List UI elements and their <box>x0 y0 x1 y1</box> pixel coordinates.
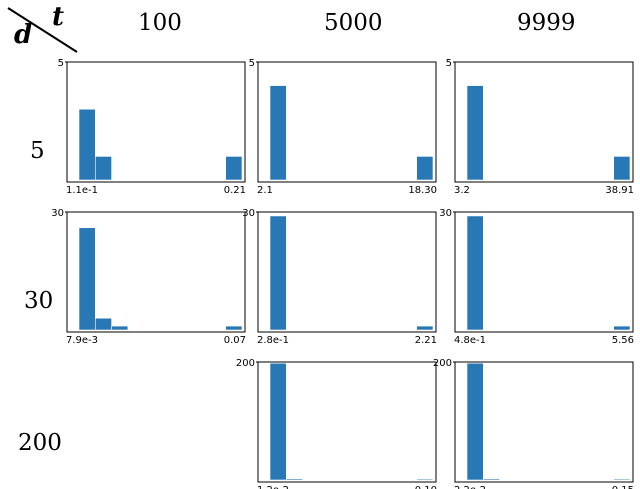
row-header-1: 30 <box>24 288 54 314</box>
y-max-tick-label: 5 <box>58 58 64 69</box>
histogram-bar <box>613 325 631 331</box>
x-max-tick-label: 0.21 <box>224 185 246 196</box>
plot-frame <box>257 211 437 333</box>
y-max-tick-label: 200 <box>236 358 255 369</box>
x-min-tick-label: 4.8e-1 <box>454 335 486 346</box>
x-min-tick-label: 3.2 <box>454 185 470 196</box>
histogram-panel-r1-c0: 30 7.9e-3 0.07 <box>51 208 246 346</box>
col-axis-symbol: t <box>52 2 65 32</box>
y-max-tick-label: 5 <box>249 58 255 69</box>
histogram-bar <box>269 85 287 181</box>
plot-frame <box>66 211 246 333</box>
x-max-tick-label: 0.10 <box>415 485 437 489</box>
histogram-bar <box>613 156 631 181</box>
histogram-bar <box>95 156 112 181</box>
histogram-bar <box>416 325 434 331</box>
histogram-bar <box>466 362 484 481</box>
x-min-tick-label: 1.2e-2 <box>257 485 289 489</box>
x-min-tick-label: 2.8e-1 <box>257 335 289 346</box>
histogram-bar <box>269 362 287 481</box>
row-axis-symbol: d <box>14 20 33 50</box>
col-header-1: 5000 <box>324 10 383 36</box>
y-max-tick-label: 30 <box>242 208 255 219</box>
x-max-tick-label: 0.07 <box>224 335 246 346</box>
corner-divider <box>7 7 78 53</box>
y-max-tick-label: 30 <box>439 208 452 219</box>
histogram-bar <box>482 478 500 481</box>
row-header-0: 5 <box>30 138 45 164</box>
histogram-panel-r0-c0: 5 1.1e-1 0.21 <box>58 58 246 196</box>
plot-frame <box>454 211 634 333</box>
row-header-2: 200 <box>18 430 62 456</box>
histogram-bar <box>111 325 129 331</box>
x-min-tick-label: 7.9e-3 <box>66 335 98 346</box>
histogram-panel-r0-c2: 5 3.2 38.91 <box>446 58 634 196</box>
histogram-panel-r2-c2: 200 2.2e-2 0.15 <box>433 358 634 489</box>
x-min-tick-label: 2.1 <box>257 185 273 196</box>
y-max-tick-label: 5 <box>446 58 452 69</box>
histogram-bar <box>78 227 96 331</box>
x-max-tick-label: 2.21 <box>415 335 437 346</box>
histogram-bar <box>95 317 112 331</box>
histogram-bar <box>225 156 243 181</box>
plot-frame <box>257 361 437 483</box>
x-max-tick-label: 0.15 <box>612 485 634 489</box>
histogram-bar <box>466 215 484 331</box>
x-min-tick-label: 1.1e-1 <box>66 185 98 196</box>
x-max-tick-label: 38.91 <box>605 185 634 196</box>
plot-frame <box>454 361 634 483</box>
histogram-bar <box>269 215 287 331</box>
histogram-bar <box>225 325 243 331</box>
col-header-0: 100 <box>138 10 182 36</box>
histogram-panel-r0-c1: 5 2.1 18.30 <box>249 58 437 196</box>
plot-frame <box>454 61 634 183</box>
histogram-bar <box>613 478 631 481</box>
x-max-tick-label: 5.56 <box>612 335 634 346</box>
x-min-tick-label: 2.2e-2 <box>454 485 486 489</box>
plot-frame <box>66 61 246 183</box>
histogram-bar <box>466 85 484 181</box>
histogram-bar <box>78 108 96 181</box>
histogram-panel-r2-c1: 200 1.2e-2 0.10 <box>236 358 437 489</box>
plot-frame <box>257 61 437 183</box>
histogram-panel-r1-c2: 30 4.8e-1 5.56 <box>439 208 634 346</box>
col-header-2: 9999 <box>517 10 576 36</box>
histogram-panel-r1-c1: 30 2.8e-1 2.21 <box>242 208 437 346</box>
y-max-tick-label: 30 <box>51 208 64 219</box>
histogram-bar <box>285 478 303 481</box>
y-max-tick-label: 200 <box>433 358 452 369</box>
x-max-tick-label: 18.30 <box>408 185 437 196</box>
histogram-bar <box>416 478 434 481</box>
histogram-bar <box>416 156 434 181</box>
